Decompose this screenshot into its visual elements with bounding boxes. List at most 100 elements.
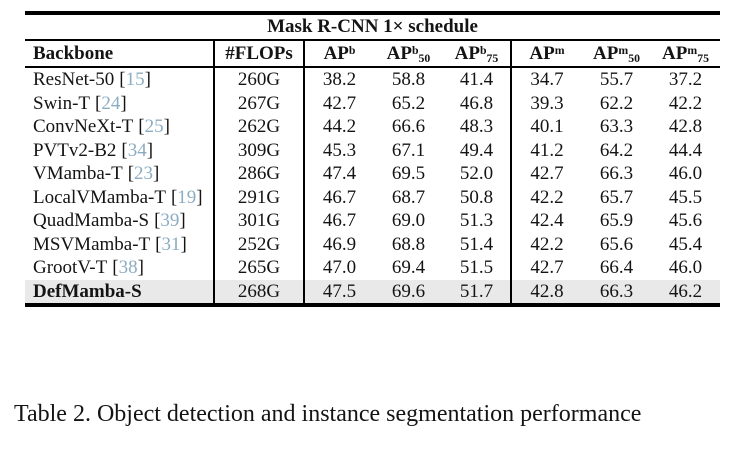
backbone-name: PVTv2-B2 — [33, 139, 117, 161]
ap-value-cell: 40.1 — [530, 116, 564, 137]
backbone-cell: ResNet-50 [15] — [25, 68, 215, 92]
ap-value-cell: 63.3 — [599, 116, 634, 137]
table-body: ResNet-50 [15] 260G 38.2 58.8 41.4 34.7 55.7 37.… — [25, 68, 720, 303]
col-header-ap-mask-75: APm75 — [662, 43, 709, 66]
ap-value-cell: 45.6 — [668, 210, 703, 231]
col-header-ap-mask: APm — [529, 43, 565, 64]
citation-ref[interactable]: [23] — [127, 163, 160, 184]
ap-value-cell: 42.2 — [530, 186, 564, 208]
citation-ref[interactable]: [34] — [121, 139, 154, 161]
table-caption: Table 2. Object detection and instance s… — [14, 341, 732, 471]
ap-value-cell: 66.4 — [599, 257, 634, 278]
col-header-ap-mask-50: APm50 — [593, 43, 640, 66]
ap-value-cell: 51.5 — [443, 256, 512, 280]
citation-ref[interactable]: [19] — [170, 186, 203, 208]
ap-value-cell: 69.6 — [391, 280, 426, 302]
ap-value-cell: 48.3 — [443, 115, 512, 139]
table-row: ConvNeXt-T [25] 262G 44.2 66.6 48.3 40.1 63.3 42… — [25, 115, 720, 139]
caption-line-1: Table 2. Object detection and instance s… — [14, 401, 642, 427]
ap-value-cell: 46.2 — [668, 280, 703, 302]
citation-number[interactable]: 24 — [101, 92, 121, 114]
backbone-cell: GrootV-T [38] — [25, 256, 215, 280]
ap-value-cell: 45.3 — [322, 139, 357, 161]
col-header-ap-box: APb — [323, 43, 356, 64]
ap-value-cell: 67.1 — [391, 139, 426, 161]
citation-number[interactable]: 34 — [127, 139, 147, 161]
citation-ref[interactable]: [38] — [112, 257, 144, 278]
table-row: Swin-T [24] 267G 42.7 65.2 46.8 39.3 62.2 42.2 — [25, 91, 720, 115]
backbone-name: VMamba-T — [33, 163, 123, 184]
ap-value-cell: 46.9 — [322, 233, 357, 255]
ap-value-cell: 44.4 — [668, 139, 703, 161]
ap-value-cell: 66.6 — [391, 116, 426, 137]
citation-number[interactable]: 39 — [160, 210, 180, 231]
ap-value-cell: 52.0 — [443, 162, 512, 186]
ap-value-cell: 66.3 — [599, 280, 634, 302]
ap-value-cell: 39.3 — [530, 92, 564, 114]
ap-value-cell: 69.4 — [391, 257, 426, 278]
citation-ref[interactable]: [31] — [155, 233, 187, 255]
citation-ref[interactable]: [15] — [119, 69, 151, 90]
flops-cell: 291G — [215, 185, 305, 209]
citation-number[interactable]: 31 — [161, 233, 181, 255]
backbone-name: ConvNeXt-T — [33, 116, 134, 137]
backbone-name: QuadMamba-S — [33, 210, 150, 231]
table-header-row: Backbone #FLOPs APb APb50 APb75 APm APm5… — [25, 41, 720, 68]
backbone-name: Swin-T — [33, 92, 90, 114]
citation-number[interactable]: 38 — [118, 257, 138, 278]
backbone-cell: VMamba-T [23] — [25, 162, 215, 186]
ap-value-cell: 42.4 — [530, 210, 564, 231]
citation-ref[interactable]: [39] — [154, 210, 186, 231]
flops-cell: 262G — [215, 115, 305, 139]
backbone-cell: PVTv2-B2 [34] — [25, 138, 215, 162]
ap-value-cell: 66.3 — [599, 163, 634, 184]
ap-value-cell: 69.0 — [391, 210, 426, 231]
backbone-cell: QuadMamba-S [39] — [25, 209, 215, 233]
ap-value-cell: 42.2 — [530, 233, 564, 255]
ap-value-cell: 42.7 — [322, 92, 357, 114]
ap-value-cell: 50.8 — [443, 185, 512, 209]
table-row: PVTv2-B2 [34] 309G 45.3 67.1 49.4 41.2 64.2 44.4 — [25, 138, 720, 162]
ap-value-cell: 49.4 — [443, 138, 512, 162]
ap-value-cell: 46.7 — [322, 210, 357, 231]
backbone-name: LocalVMamba-T — [33, 186, 166, 208]
ap-value-cell: 47.5 — [322, 280, 357, 302]
backbone-cell: ConvNeXt-T [25] — [25, 115, 215, 139]
backbone-name: GrootV-T — [33, 257, 108, 278]
citation-number[interactable]: 15 — [125, 69, 145, 90]
citation-number[interactable]: 19 — [177, 186, 197, 208]
ap-value-cell: 64.2 — [599, 139, 634, 161]
ap-value-cell: 37.2 — [668, 69, 703, 90]
table-title: Mask R-CNN 1× schedule — [25, 15, 720, 41]
ap-value-cell: 51.3 — [443, 209, 512, 233]
ap-value-cell: 46.0 — [668, 163, 703, 184]
ap-value-cell: 62.2 — [599, 92, 634, 114]
backbone-name: DefMamba-S — [33, 280, 142, 302]
citation-ref[interactable]: [25] — [138, 116, 170, 137]
col-header-flops: #FLOPs — [215, 41, 305, 66]
ap-value-cell: 34.7 — [530, 69, 564, 90]
ap-value-cell: 46.0 — [668, 257, 703, 278]
flops-cell: 252G — [215, 232, 305, 256]
ap-value-cell: 42.2 — [668, 92, 703, 114]
table-row: MSVMamba-T [31] 252G 46.9 68.8 51.4 42.2 65.6 45… — [25, 232, 720, 256]
ap-value-cell: 51.4 — [443, 232, 512, 256]
citation-number[interactable]: 23 — [134, 163, 154, 184]
ap-value-cell: 42.8 — [530, 280, 564, 302]
ap-value-cell: 46.7 — [322, 186, 357, 208]
ap-value-cell: 68.8 — [391, 233, 426, 255]
ap-value-cell: 41.2 — [530, 139, 564, 161]
backbone-cell: Swin-T [24] — [25, 91, 215, 115]
ap-value-cell: 69.5 — [391, 163, 426, 184]
flops-cell: 301G — [215, 209, 305, 233]
ap-value-cell: 38.2 — [322, 69, 357, 90]
results-table: Mask R-CNN 1× schedule Backbone #FLOPs A… — [25, 11, 720, 307]
citation-number[interactable]: 25 — [144, 116, 164, 137]
ap-value-cell: 45.5 — [668, 186, 703, 208]
citation-ref[interactable]: [24] — [95, 92, 127, 114]
flops-cell: 265G — [215, 256, 305, 280]
flops-cell: 286G — [215, 162, 305, 186]
table-row: QuadMamba-S [39] 301G 46.7 69.0 51.3 42.4 65.9 4… — [25, 209, 720, 233]
flops-cell: 260G — [215, 68, 305, 92]
